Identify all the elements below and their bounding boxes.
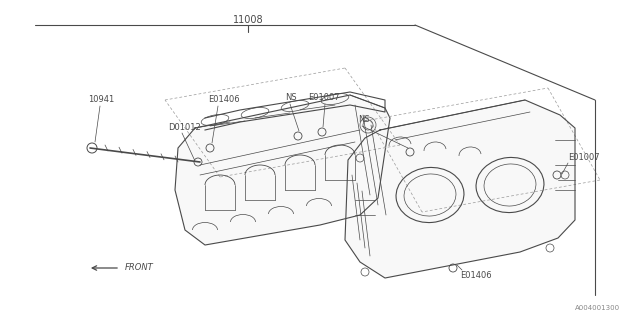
Text: 11008: 11008 bbox=[233, 15, 263, 25]
Text: NS: NS bbox=[285, 93, 296, 102]
Text: D01012: D01012 bbox=[168, 124, 201, 132]
Polygon shape bbox=[175, 95, 390, 245]
Text: E01007: E01007 bbox=[308, 93, 340, 102]
Text: A004001300: A004001300 bbox=[575, 305, 620, 311]
Text: 10941: 10941 bbox=[88, 95, 115, 105]
Text: NS: NS bbox=[358, 116, 370, 124]
Text: E01406: E01406 bbox=[208, 95, 239, 105]
Text: FRONT: FRONT bbox=[125, 263, 154, 273]
Polygon shape bbox=[345, 100, 575, 278]
Text: E01007: E01007 bbox=[568, 154, 600, 163]
Text: E01406: E01406 bbox=[460, 270, 492, 279]
